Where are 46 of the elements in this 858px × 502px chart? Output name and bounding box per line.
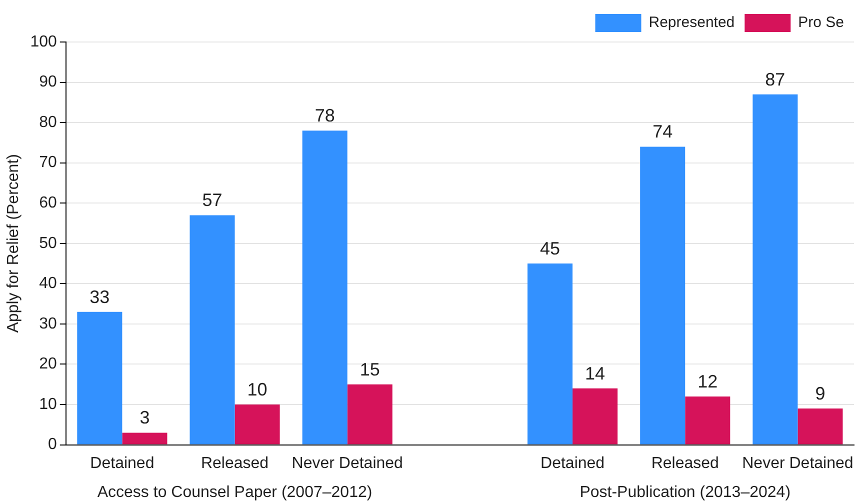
y-tick-label: 30 bbox=[39, 315, 57, 332]
data-label: 10 bbox=[247, 379, 268, 400]
legend-label: Represented bbox=[648, 14, 735, 32]
bar bbox=[572, 388, 618, 444]
y-axis-title: Apply for Relief (Percent) bbox=[5, 154, 22, 333]
data-label: 14 bbox=[585, 363, 606, 384]
text: Access to Counsel Paper (2007–2012) bbox=[97, 484, 372, 501]
y-tick-label: 10 bbox=[39, 396, 57, 413]
y-tick-label: 100 bbox=[30, 33, 57, 50]
y-tick-label: 70 bbox=[39, 154, 57, 172]
y-tick-label: 50 bbox=[39, 234, 57, 252]
data-label: 74 bbox=[652, 122, 673, 142]
bar bbox=[122, 432, 168, 444]
x-tick-label: Never Detained bbox=[742, 454, 854, 472]
bar bbox=[798, 408, 843, 444]
data-label: 33 bbox=[90, 286, 110, 307]
data-label: 9 bbox=[815, 384, 826, 404]
bar bbox=[302, 130, 348, 444]
data-label: 12 bbox=[698, 371, 718, 392]
x-tick-label: Released bbox=[200, 454, 269, 472]
text: Post-Publication (2013–2024) bbox=[580, 484, 791, 501]
y-tick-label: 0 bbox=[48, 436, 57, 454]
y-tick-label: 60 bbox=[39, 194, 57, 212]
data-label: 3 bbox=[140, 408, 150, 428]
data-label: 45 bbox=[540, 238, 560, 259]
y-tick-label: 40 bbox=[39, 275, 57, 292]
bar bbox=[752, 94, 798, 444]
bar bbox=[234, 404, 280, 444]
x-tick-label: Never Detained bbox=[292, 454, 403, 472]
data-label: 78 bbox=[314, 106, 335, 126]
bar bbox=[685, 396, 730, 444]
bar bbox=[190, 215, 235, 444]
bar bbox=[640, 146, 686, 444]
y-tick-label: 20 bbox=[39, 356, 57, 373]
x-tick-label: Detained bbox=[540, 454, 605, 472]
bar bbox=[77, 312, 122, 444]
bar bbox=[528, 264, 573, 444]
y-tick-label: 90 bbox=[39, 74, 57, 91]
bar bbox=[347, 384, 392, 444]
x-tick-label: Released bbox=[651, 454, 719, 472]
data-label: 57 bbox=[202, 190, 222, 210]
data-label: 87 bbox=[765, 69, 786, 90]
x-tick-label: Detained bbox=[90, 454, 154, 472]
data-label: 15 bbox=[360, 359, 380, 380]
y-tick-label: 80 bbox=[39, 114, 57, 131]
legend-label: Pro Se bbox=[798, 14, 844, 32]
